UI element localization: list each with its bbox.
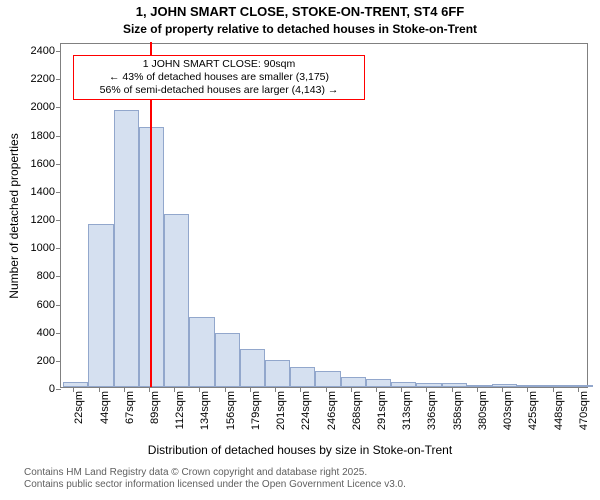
x-tick-label: 425sqm — [527, 391, 539, 430]
y-tick-mark — [56, 305, 61, 306]
y-tick-label: 800 — [37, 270, 55, 282]
histogram-bar — [341, 377, 366, 387]
x-tick-label: 268sqm — [351, 391, 363, 430]
histogram-bar — [517, 385, 542, 387]
x-tick-label: 22sqm — [73, 391, 85, 424]
y-tick-mark — [56, 361, 61, 362]
histogram-bar — [189, 317, 214, 387]
y-tick-label: 400 — [37, 327, 55, 339]
y-tick-mark — [56, 220, 61, 221]
histogram-bar — [542, 385, 567, 387]
x-tick-label: 448sqm — [553, 391, 565, 430]
y-tick-mark — [56, 389, 61, 390]
x-tick-label: 246sqm — [326, 391, 338, 430]
x-tick-label: 134sqm — [199, 391, 211, 430]
x-tick-label: 44sqm — [99, 391, 111, 424]
y-tick-mark — [56, 192, 61, 193]
y-axis-label: Number of detached properties — [7, 133, 21, 298]
annotation-line-3: 56% of semi-detached houses are larger (… — [80, 84, 358, 97]
histogram-bar — [492, 384, 517, 387]
x-tick-label: 358sqm — [452, 391, 464, 430]
chart-title: 1, JOHN SMART CLOSE, STOKE-ON-TRENT, ST4… — [0, 4, 600, 19]
y-tick-label: 1600 — [31, 158, 55, 170]
annotation-line-1: 1 JOHN SMART CLOSE: 90sqm — [80, 58, 358, 71]
y-tick-label: 1200 — [31, 214, 55, 226]
annotation-box: 1 JOHN SMART CLOSE: 90sqm ← 43% of detac… — [73, 55, 365, 100]
y-tick-mark — [56, 248, 61, 249]
y-tick-label: 1000 — [31, 242, 55, 254]
y-tick-mark — [56, 276, 61, 277]
histogram-bar — [265, 360, 290, 387]
histogram-bar — [442, 383, 467, 387]
x-tick-label: 224sqm — [300, 391, 312, 430]
x-tick-label: 156sqm — [225, 391, 237, 430]
y-tick-label: 600 — [37, 299, 55, 311]
histogram-bar — [88, 224, 113, 387]
chart-container: { "chart": { "type": "histogram", "title… — [0, 0, 600, 500]
y-tick-label: 200 — [37, 355, 55, 367]
y-tick-label: 2200 — [31, 73, 55, 85]
x-tick-label: 380sqm — [477, 391, 489, 430]
histogram-bar — [467, 385, 492, 387]
x-tick-label: 89sqm — [149, 391, 161, 424]
histogram-bar — [315, 371, 340, 387]
histogram-bar — [568, 385, 593, 387]
y-tick-mark — [56, 136, 61, 137]
attribution: Contains HM Land Registry data © Crown c… — [0, 467, 600, 491]
histogram-bar — [391, 382, 416, 387]
y-tick-mark — [56, 333, 61, 334]
histogram-bar — [240, 349, 265, 387]
y-tick-mark — [56, 51, 61, 52]
x-tick-label: 179sqm — [250, 391, 262, 430]
x-axis-label: Distribution of detached houses by size … — [0, 443, 600, 457]
y-tick-label: 1400 — [31, 186, 55, 198]
y-tick-mark — [56, 164, 61, 165]
x-tick-label: 403sqm — [502, 391, 514, 430]
y-tick-label: 2000 — [31, 101, 55, 113]
chart-subtitle: Size of property relative to detached ho… — [0, 22, 600, 36]
x-tick-label: 313sqm — [401, 391, 413, 430]
x-tick-label: 470sqm — [578, 391, 590, 430]
x-tick-label: 291sqm — [376, 391, 388, 430]
histogram-bar — [366, 379, 391, 387]
annotation-line-2: ← 43% of detached houses are smaller (3,… — [80, 71, 358, 84]
y-tick-label: 2400 — [31, 45, 55, 57]
plot-area: 0200400600800100012001400160018002000220… — [60, 43, 588, 388]
x-tick-label: 67sqm — [124, 391, 136, 424]
histogram-bar — [114, 110, 139, 387]
y-tick-label: 1800 — [31, 130, 55, 142]
histogram-bar — [290, 367, 315, 387]
y-tick-label: 0 — [49, 383, 55, 395]
attribution-line-1: Contains HM Land Registry data © Crown c… — [24, 467, 600, 479]
x-tick-label: 336sqm — [426, 391, 438, 430]
histogram-bar — [215, 333, 240, 387]
x-tick-label: 201sqm — [275, 391, 287, 430]
attribution-line-2: Contains public sector information licen… — [24, 479, 600, 491]
y-tick-mark — [56, 107, 61, 108]
histogram-bar — [164, 214, 189, 387]
y-tick-mark — [56, 79, 61, 80]
histogram-bar — [416, 383, 441, 387]
histogram-bar — [63, 382, 88, 387]
x-tick-label: 112sqm — [174, 391, 186, 429]
